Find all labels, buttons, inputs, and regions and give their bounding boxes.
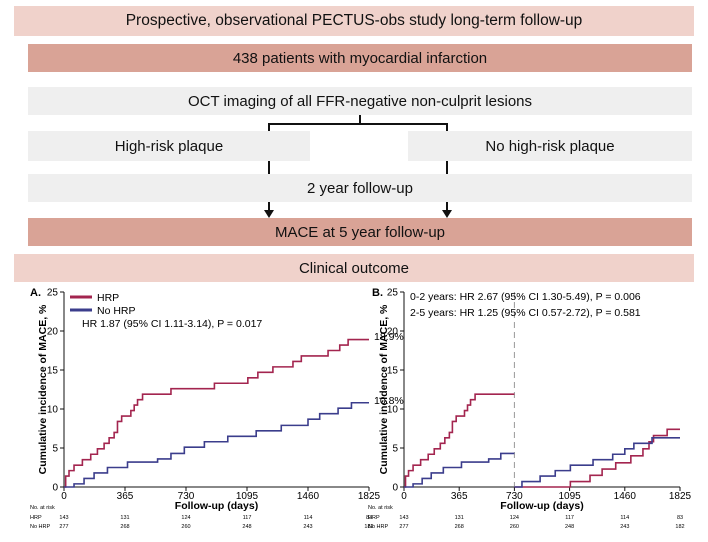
panel2-risk-row-value: 243 bbox=[620, 524, 629, 530]
panel1-y-tick-label: 25 bbox=[47, 288, 59, 299]
panel1-panel-label: A. bbox=[30, 287, 41, 299]
panel2-series-no-hrp-line bbox=[404, 452, 515, 488]
panel1-risk-row-value: 182 bbox=[364, 524, 373, 530]
panel1-x-axis-label: Follow-up (days) bbox=[175, 500, 258, 512]
mace-box: MACE at 5 year follow-up bbox=[28, 218, 692, 246]
panel2-x-tick-label: 1095 bbox=[558, 491, 581, 502]
panel2-risk-row-name: No HRP bbox=[368, 524, 389, 530]
panel2-y-tick-label: 10 bbox=[387, 405, 399, 416]
panel2-risk-row-value: 182 bbox=[675, 524, 684, 530]
patients-box: 438 patients with myocardial infarction bbox=[28, 44, 692, 72]
panel1-x-tick-label: 365 bbox=[117, 491, 134, 502]
no-hrp-box: No high-risk plaque bbox=[408, 131, 692, 161]
panel1-risk-row-value: 277 bbox=[59, 524, 68, 530]
panel1-series-no-hrp-line bbox=[64, 401, 369, 488]
panel2-annotation: 0-2 years: HR 2.67 (95% CI 1.30-5.49), P… bbox=[410, 291, 641, 303]
panel1-y-axis-label: Cumulative incidence of MACE, % bbox=[37, 304, 49, 474]
panel2-y-tick-label: 0 bbox=[392, 483, 398, 494]
panel2-panel-label: B. bbox=[372, 287, 383, 299]
panel2-annotation: 2-5 years: HR 1.25 (95% CI 0.57-2.72), P… bbox=[410, 307, 641, 319]
clinical-outcome-banner: Clinical outcome bbox=[14, 254, 694, 282]
panel2-risk-row-value: 143 bbox=[399, 515, 408, 521]
panel2-y-tick-label: 25 bbox=[387, 288, 399, 299]
panel1-x-tick-label: 730 bbox=[178, 491, 195, 502]
panel1-risk-row-value: 260 bbox=[181, 524, 190, 530]
panel1-risk-row-value: 143 bbox=[59, 515, 68, 521]
panel1-risk-row-value: 124 bbox=[181, 515, 190, 521]
panel2-risk-row-value: 117 bbox=[565, 515, 574, 521]
panel2-risk-row-value: 277 bbox=[399, 524, 408, 530]
panel1-x-tick-label: 1095 bbox=[236, 491, 259, 502]
panel2-y-tick-label: 15 bbox=[387, 366, 399, 377]
panel2-series-hrp-line bbox=[514, 428, 680, 488]
panel1-annotation: HR 1.87 (95% CI 1.11-3.14), P = 0.017 bbox=[82, 318, 262, 330]
panel2-x-tick-label: 1460 bbox=[614, 491, 637, 502]
panel1-series-hrp-line bbox=[64, 338, 369, 488]
panel2-y-axis-label: Cumulative incidence of MACE, % bbox=[378, 304, 390, 474]
panel2-x-axis-label: Follow-up (days) bbox=[500, 500, 583, 512]
panel2-x-tick-label: 365 bbox=[451, 491, 468, 502]
panel2-risk-row-value: 83 bbox=[677, 515, 683, 521]
oct-box: OCT imaging of all FFR-negative non-culp… bbox=[28, 87, 692, 115]
panel1-y-tick-label: 20 bbox=[47, 327, 59, 338]
followup-box: 2 year follow-up bbox=[28, 174, 692, 202]
panel1-legend-label: HRP bbox=[97, 292, 119, 304]
panel1-risk-row-name: No HRP bbox=[30, 524, 51, 530]
panel1-risk-row-value: 268 bbox=[120, 524, 129, 530]
panel2-x-tick-label: 0 bbox=[401, 491, 407, 502]
panel1-risk-row-value: 131 bbox=[120, 515, 129, 521]
panel2-x-tick-label: 730 bbox=[506, 491, 523, 502]
panel1-risk-row-value: 117 bbox=[243, 515, 252, 521]
panel2-risk-row-value: 260 bbox=[510, 524, 519, 530]
panel2-y-tick-label: 5 bbox=[392, 444, 398, 455]
panel1-y-tick-label: 15 bbox=[47, 366, 59, 377]
panel1-risk-row-value: 243 bbox=[303, 524, 312, 530]
panel2-y-tick-label: 20 bbox=[387, 327, 399, 338]
panel2-risk-row-value: 131 bbox=[455, 515, 464, 521]
panel2-risk-row-value: 124 bbox=[510, 515, 519, 521]
panel1-risk-row-value: 114 bbox=[304, 515, 313, 521]
panel1-x-tick-label: 0 bbox=[61, 491, 67, 502]
panel2-series-no-hrp-line bbox=[514, 437, 680, 488]
panel1-x-tick-label: 1825 bbox=[358, 491, 381, 502]
panel1-risk-row-name: HRP bbox=[30, 515, 42, 521]
panel2-risk-table-title: No. at risk bbox=[368, 505, 393, 511]
panel2-risk-row-value: 114 bbox=[620, 515, 629, 521]
hrp-box: High-risk plaque bbox=[28, 131, 310, 161]
panel1-risk-row-value: 248 bbox=[242, 524, 251, 530]
panel2-risk-row-name: HRP bbox=[368, 515, 380, 521]
panel1-y-tick-label: 10 bbox=[47, 405, 59, 416]
panel1-x-tick-label: 1460 bbox=[297, 491, 320, 502]
panel1-end-label: 18.9% bbox=[374, 331, 404, 343]
panel1-end-label: 10.8% bbox=[374, 395, 404, 407]
panel2-x-tick-label: 1825 bbox=[669, 491, 692, 502]
title-banner: Prospective, observational PECTUS-obs st… bbox=[14, 6, 694, 36]
panel1-risk-row-value: 83 bbox=[366, 515, 372, 521]
panel2-series-hrp-line bbox=[404, 393, 515, 488]
panel2-risk-row-value: 268 bbox=[455, 524, 464, 530]
panel1-y-tick-label: 0 bbox=[52, 483, 58, 494]
panel1-risk-table-title: No. at risk bbox=[30, 505, 55, 511]
panel2-risk-row-value: 248 bbox=[565, 524, 574, 530]
panel1-y-tick-label: 5 bbox=[52, 444, 58, 455]
panel1-legend-label: No HRP bbox=[97, 305, 136, 317]
